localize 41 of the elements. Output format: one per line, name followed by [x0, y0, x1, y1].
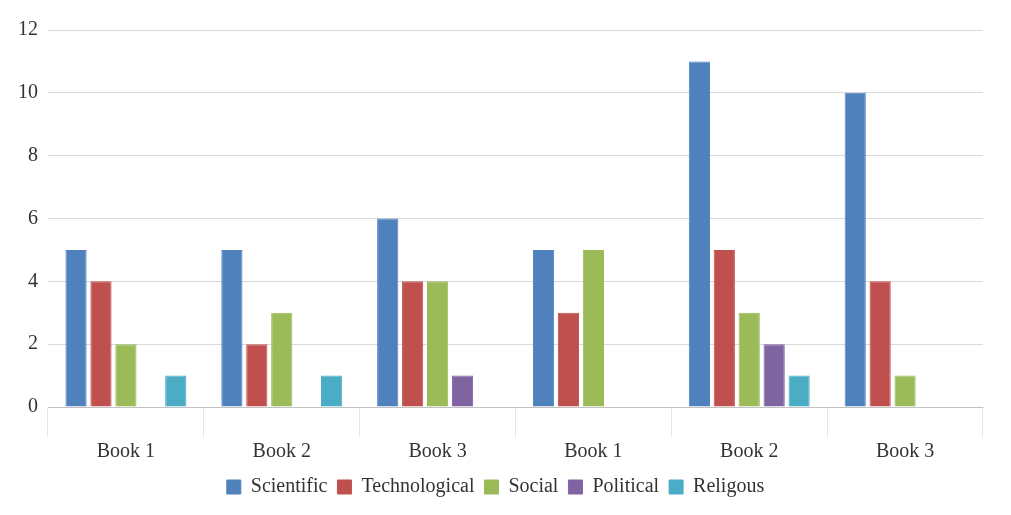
- legend-label: Technological: [361, 474, 475, 498]
- x-tick-label: Book 2: [252, 439, 311, 462]
- legend-label: Social: [508, 474, 559, 497]
- bar: [165, 375, 187, 407]
- y-tick-label: 12: [18, 17, 38, 40]
- y-tick-label: 2: [28, 331, 38, 354]
- y-tick-label: 10: [18, 80, 38, 103]
- legend-label: Religous: [693, 474, 765, 498]
- y-tick-label: 4: [28, 268, 38, 291]
- y-tick-label: 0: [28, 394, 38, 417]
- bar: [894, 375, 916, 407]
- x-tick-label: Book 2: [720, 439, 779, 462]
- x-tick-label: Book 3: [875, 439, 935, 462]
- bar: [65, 249, 87, 407]
- bar: [90, 281, 112, 407]
- y-tick-label: 6: [28, 205, 38, 228]
- x-tick-label: Book 1: [564, 439, 623, 462]
- bar: [557, 312, 580, 407]
- legend-label: Political: [592, 474, 660, 497]
- bar: [246, 344, 268, 407]
- bar: [402, 281, 424, 407]
- bar: [738, 312, 760, 407]
- bar: [321, 375, 343, 407]
- y-tick-label: 8: [28, 142, 38, 165]
- bar: [869, 281, 891, 407]
- bar: [426, 281, 449, 407]
- legend-label: Scientific: [250, 474, 328, 497]
- bar: [788, 375, 810, 407]
- bar: [532, 249, 555, 407]
- bar: [115, 344, 137, 407]
- x-tick-label: Book 3: [408, 439, 467, 462]
- bar: [221, 249, 243, 407]
- bar: [582, 249, 605, 407]
- bar: [763, 344, 785, 407]
- bar: [844, 92, 866, 407]
- bar: [713, 249, 735, 407]
- bar: [451, 375, 474, 407]
- bar: [271, 312, 293, 407]
- x-tick-label: Book 1: [96, 439, 156, 462]
- bar: [377, 218, 399, 407]
- bar: [688, 61, 710, 407]
